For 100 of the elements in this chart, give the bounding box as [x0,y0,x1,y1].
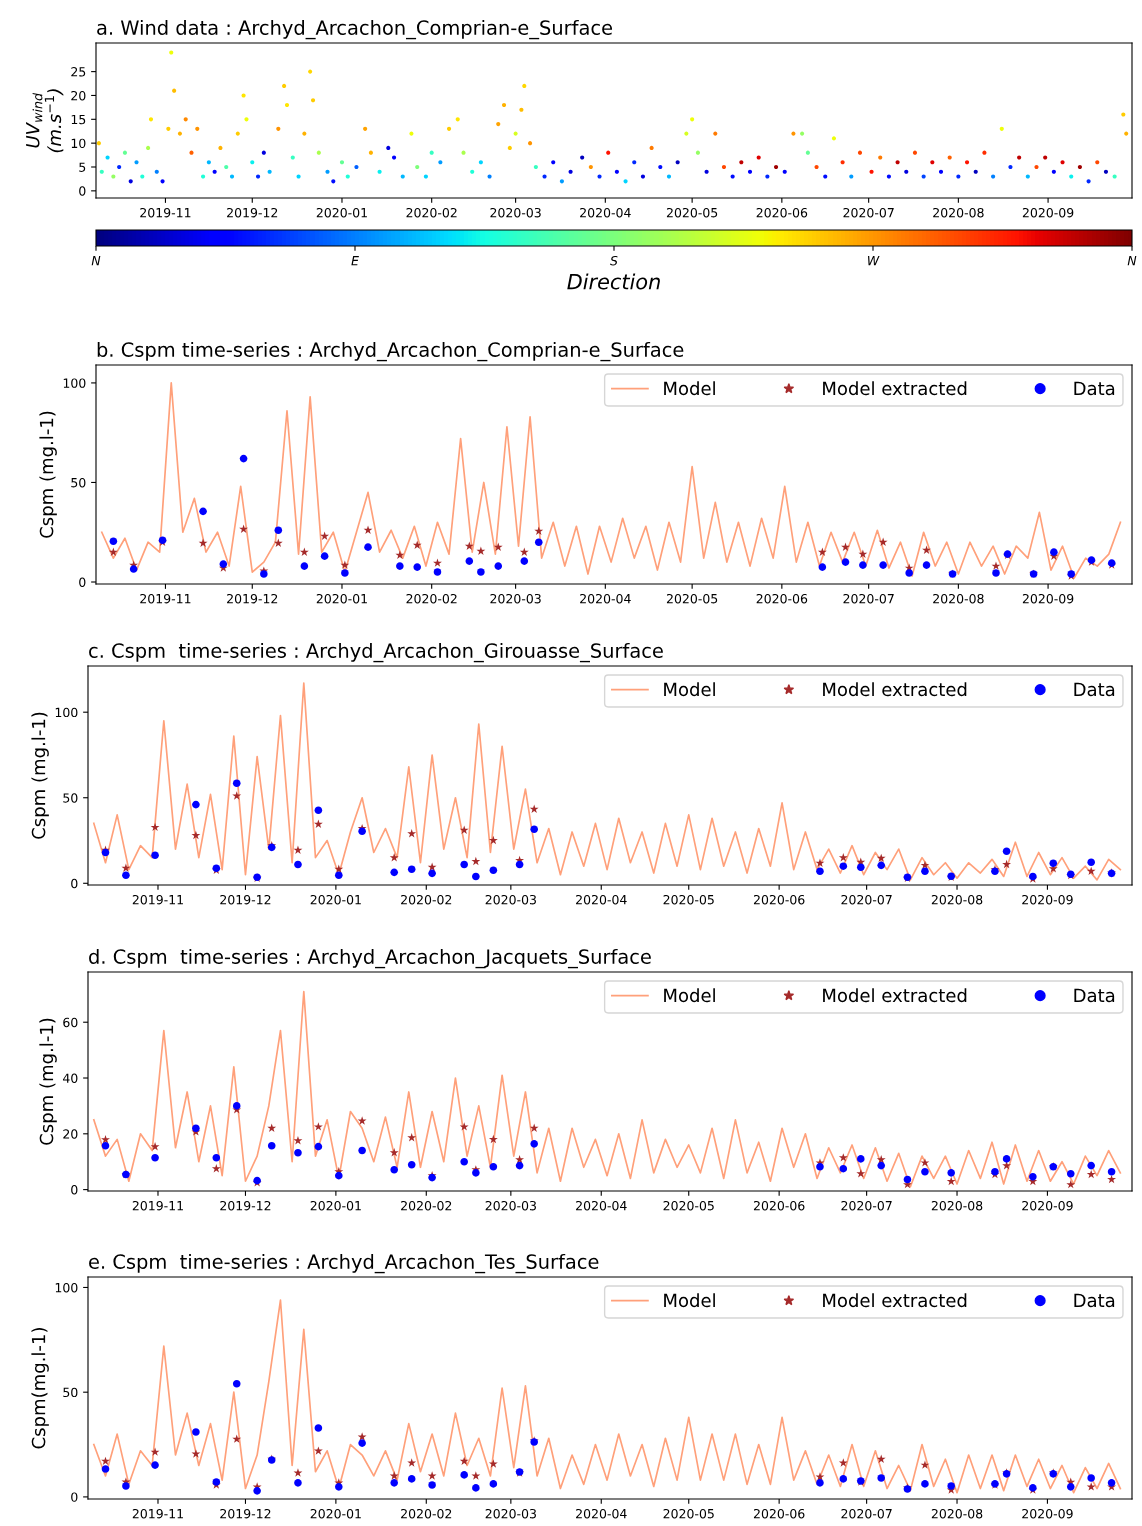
y-tick-label: 50 [71,477,86,488]
x-tick-label: 2020-04 [576,894,627,905]
x-tick-label: 2020-06 [753,1200,805,1211]
x-tick-label: 2020-06 [756,207,808,218]
y-axis-title: Cspm(mg.l-1) [31,1328,49,1449]
x-tick-label: 2020-02 [401,894,452,905]
y-tick-label: 40 [62,1073,78,1083]
legend-label: Model [664,1293,715,1308]
x-tick-label: 2020-08 [931,894,983,905]
y-tick-label: 20 [71,90,86,101]
y-tick-label: 15 [71,114,86,125]
x-tick-label: 2019-12 [220,894,271,905]
x-tick-label: 2020-01 [316,593,367,604]
y-axis-title: Cspm (mg.l-1) [39,411,57,538]
x-tick-label: 2020-01 [310,894,361,905]
x-tick-label: 2020-04 [576,1508,627,1519]
y-axis-title: Cspm (mg.l-1) [31,712,49,839]
x-tick-label: 2020-02 [401,1200,452,1211]
x-tick-label: 2020-09 [1022,894,1073,905]
chart-title: c. Cspm time-series : Archyd_Arcachon_Girouasse_Surface [89,642,663,663]
y-tick-label: 60 [63,1017,78,1028]
y-tick-label: 5 [79,162,86,172]
x-tick-label: 2020-08 [933,207,984,218]
x-tick-label: 2020-09 [1022,593,1074,604]
x-tick-label: 2020-07 [841,1508,892,1519]
x-tick-label: 2019-11 [140,593,191,604]
x-tick-label: 2020-03 [490,207,541,218]
y-tick-label: 100 [55,1282,78,1293]
legend-label: Data [1074,682,1115,697]
y-tick-label: 0 [79,186,86,196]
x-tick-label: 2019-11 [140,207,191,218]
x-tick-label: 2020-06 [753,894,805,905]
x-tick-label: 2020-06 [756,593,808,604]
y-tick-label: 0 [79,577,86,587]
y-tick-label: 0 [71,878,78,889]
x-tick-label: 2020-08 [933,593,984,604]
x-tick-label: 2020-03 [485,894,536,905]
y-tick-label: 50 [63,793,78,803]
x-tick-label: 2020-03 [485,1508,536,1519]
x-tick-label: 2020-07 [841,1200,892,1211]
color-bar-title: Direction [567,273,660,290]
x-tick-label: 2020-05 [663,1200,714,1211]
x-tick-label: 2019-11 [132,894,183,905]
x-tick-label: 2019-12 [227,207,278,218]
x-tick-label: 2020-04 [580,593,631,604]
legend-label: Model extracted [823,682,967,697]
color-bar-label: S [610,255,618,266]
color-bar-label: E [351,256,359,266]
legend-label: Model extracted [823,1293,967,1308]
x-tick-label: 2020-04 [576,1200,627,1211]
legend-label: Model [664,682,715,697]
x-tick-label: 2020-01 [316,207,367,218]
x-tick-label: 2020-08 [931,1508,983,1519]
y-tick-label: 20 [63,1129,78,1139]
x-tick-label: 2020-03 [485,1200,536,1211]
y-tick-label: 50 [63,1387,78,1398]
legend-label: Model extracted [823,381,967,396]
y-tick-label: 100 [55,707,78,718]
x-tick-label: 2020-07 [843,207,894,218]
x-tick-label: 2020-02 [406,207,457,218]
x-tick-label: 2020-03 [490,593,541,604]
y-tick-label: 25 [71,67,86,77]
legend-label: Model extracted [823,988,967,1003]
x-tick-label: 2020-09 [1022,207,1074,218]
y-tick-label: 0 [71,1185,78,1195]
x-tick-label: 2019-11 [132,1508,183,1519]
x-tick-label: 2020-07 [843,593,894,604]
y-tick-label: 0 [71,1492,78,1502]
x-tick-label: 2019-12 [220,1508,271,1519]
x-tick-label: 2020-05 [663,1508,714,1519]
chart-title: d. Cspm time-series : Archyd_Arcachon_Jacquets_Surface [89,948,651,969]
x-tick-label: 2020-05 [663,894,714,905]
color-bar-label: N [1127,256,1137,266]
legend-label: Model [664,381,715,396]
y-tick-label: 10 [71,138,86,149]
x-tick-label: 2019-12 [227,593,278,604]
chart-title: e. Cspm time-series : Archyd_Arcachon_Tes_Surface [89,1253,599,1274]
y-axis-title: Cspm (mg.l-1) [39,1018,57,1145]
x-tick-label: 2020-08 [931,1200,983,1211]
x-tick-label: 2020-02 [406,593,457,604]
y-tick-label: 100 [63,378,86,388]
x-tick-label: 2020-01 [310,1200,361,1211]
x-tick-label: 2020-05 [666,593,718,604]
x-tick-label: 2020-04 [580,207,631,218]
x-tick-label: 2020-05 [666,207,718,218]
legend-label: Model [664,988,715,1003]
x-tick-label: 2020-09 [1022,1508,1073,1519]
x-tick-label: 2019-12 [220,1200,271,1211]
x-tick-label: 2019-11 [132,1200,183,1211]
legend-label: Data [1074,381,1115,396]
color-bar-label: N [91,256,101,266]
y-axis-title: UV$_{wind}$ (m.s$^{−1}$) [26,89,64,153]
x-tick-label: 2020-01 [310,1508,361,1519]
x-tick-label: 2020-07 [841,894,892,905]
x-tick-label: 2020-02 [401,1508,452,1519]
chart-title: b. Cspm time-series : Archyd_Arcachon_Comprian-e_Surface [97,341,684,362]
x-tick-label: 2020-09 [1022,1200,1073,1211]
color-bar-label: W [868,256,880,266]
chart-title: a. Wind data : Archyd_Arcachon_Comprian-e_Surface [97,19,613,40]
x-tick-label: 2020-06 [753,1508,805,1519]
